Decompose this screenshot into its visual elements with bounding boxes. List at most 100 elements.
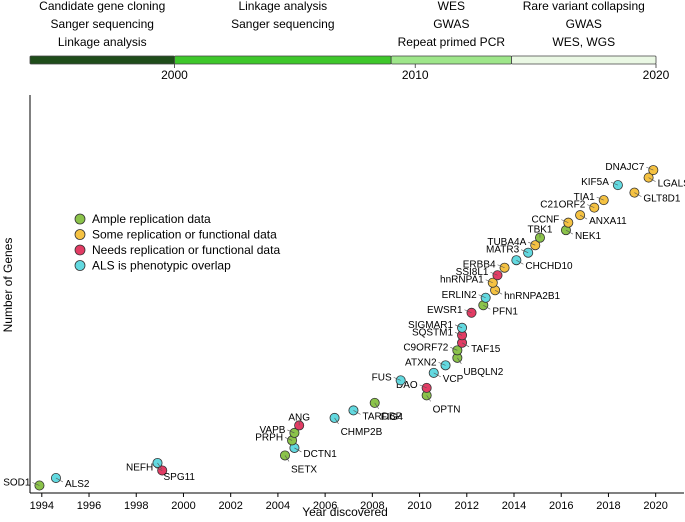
gene-leader-line (528, 241, 536, 246)
gene-leader-line (334, 417, 339, 425)
timeline-method-label: Rare variant collapsing (523, 0, 645, 13)
gene-label: FIG4 (381, 412, 404, 423)
legend-label: Ample replication data (92, 212, 211, 226)
gene-label: CCNF (532, 215, 560, 226)
timeline-segment (174, 55, 392, 65)
gene-point-fig4: FIG4 (369, 397, 404, 423)
gene-leader-line (374, 402, 379, 410)
gene-label: DCTN1 (303, 449, 337, 460)
x-tick-label: 1998 (124, 500, 148, 512)
gene-label: SETX (291, 464, 317, 475)
gene-leader-line (284, 455, 290, 462)
gene-leader-line (490, 271, 498, 276)
gene-label: NEK1 (575, 231, 602, 242)
legend-swatch (74, 229, 86, 240)
gene-leader-line (494, 289, 503, 295)
gene-marker (523, 247, 534, 258)
gene-label: CHCHD10 (525, 261, 573, 272)
gene-label: ANXA11 (589, 216, 627, 227)
timeline-method-label: GWAS (566, 17, 602, 31)
gene-label: SIGMAR1 (408, 320, 453, 331)
gene-leader-line (155, 467, 163, 471)
gene-point-ubqln2: UBQLN2 (452, 352, 504, 378)
gene-leader-line (521, 249, 529, 253)
gene-label: KIF5A (581, 177, 609, 188)
gene-point-ang: ANG (288, 412, 310, 431)
legend-swatch (74, 260, 86, 271)
gene-point-nefh: NEFH (126, 462, 168, 476)
gene-leader-line (461, 342, 470, 348)
timeline-segment (390, 55, 512, 65)
timeline-method-label: Candidate gene cloning (39, 0, 165, 13)
gene-label: SOD1 (3, 477, 31, 488)
timeline-method-label: WES (438, 0, 465, 13)
gene-point-ewsr1: EWSR1 (427, 305, 477, 318)
x-tick-label: 1994 (30, 500, 54, 512)
gene-label: VAPB (259, 425, 285, 436)
gene-leader-line (454, 332, 463, 336)
gene-label: EWSR1 (427, 305, 463, 316)
gene-label: DAO (396, 380, 418, 391)
gene-marker (563, 217, 574, 228)
legend-swatch (74, 244, 86, 256)
gene-leader-line (426, 395, 431, 402)
gene-point-optn: OPTN (421, 390, 460, 415)
gene-point-c9orf72: C9ORF72 (403, 342, 463, 356)
x-tick-label: 2014 (502, 500, 526, 512)
timeline-year-label: 2020 (643, 68, 670, 82)
timeline-method-label: Sanger sequencing (231, 17, 334, 31)
gene-label: FUS (372, 372, 392, 383)
gene-label: hnRNPA1 (440, 275, 484, 286)
gene-leader-line (646, 166, 654, 171)
timeline-method-label: GWAS (433, 17, 469, 31)
gene-leader-line (596, 196, 604, 201)
gene-point-erlin2: ERLIN2 (442, 290, 491, 303)
gene-leader-line (565, 229, 574, 235)
gene-label: TAF15 (471, 344, 501, 355)
gene-point-fus: FUS (372, 372, 406, 386)
gene-point-matr3: MATR3 (486, 245, 534, 258)
gene-point-kif5a: KIF5A (581, 177, 623, 191)
gene-point-setx: SETX (279, 450, 317, 475)
timeline-year-label: 2010 (402, 68, 429, 82)
gene-leader-line (438, 362, 446, 366)
gene-point-taf15: TAF15 (457, 337, 501, 355)
gene-label: TIA1 (574, 192, 596, 203)
x-tick-label: 2008 (360, 500, 384, 512)
gene-leader-line (353, 410, 361, 415)
x-axis-label: Year discovered (302, 505, 388, 519)
gene-point-lgalsl: LGALSL (643, 172, 685, 190)
timeline-method-label: Repeat primed PCR (398, 35, 506, 49)
gene-label: hnRNPA2B1 (504, 291, 560, 302)
chart-axes: 1994 1996 1998 2000 2002 2004 2006 2008 2010 2012… (29, 95, 684, 512)
gene-marker (598, 195, 609, 206)
gene-leader-line (450, 347, 458, 351)
gene-point-als2: ALS2 (50, 472, 90, 490)
timeline-segment (511, 55, 657, 65)
gene-leader-line (478, 294, 486, 299)
gene-label: GLT8D1 (643, 194, 680, 205)
gene-point-tia1: TIA1 (574, 192, 609, 206)
gene-leader-line (464, 309, 472, 314)
gene-label: C9ORF72 (403, 342, 448, 353)
gene-marker (34, 480, 45, 491)
gene-label: ERLIN2 (442, 290, 477, 301)
gene-leader-line (516, 259, 524, 265)
gene-leader-line (32, 482, 40, 486)
gene-point-spg11: SPG11 (152, 457, 195, 483)
gene-leader-line (157, 462, 162, 470)
gene-point-sigmar1: SIGMAR1 (408, 320, 468, 333)
gene-point-dao: DAO (396, 380, 432, 393)
gene-point-pfn1: PFN1 (478, 300, 518, 317)
gene-label: MATR3 (486, 245, 520, 256)
timeline-method-label: Linkage analysis (238, 0, 327, 13)
x-tick-label: 2000 (171, 500, 195, 512)
gene-label: ANG (288, 412, 310, 423)
gene-leader-line (561, 219, 569, 223)
gene-point-hnrnpa2b1: hnRNPA2B1 (490, 285, 561, 302)
legend-swatch (74, 213, 86, 225)
gene-leader-line (287, 429, 295, 434)
gene-point-anxa11: ANXA11 (575, 210, 627, 227)
